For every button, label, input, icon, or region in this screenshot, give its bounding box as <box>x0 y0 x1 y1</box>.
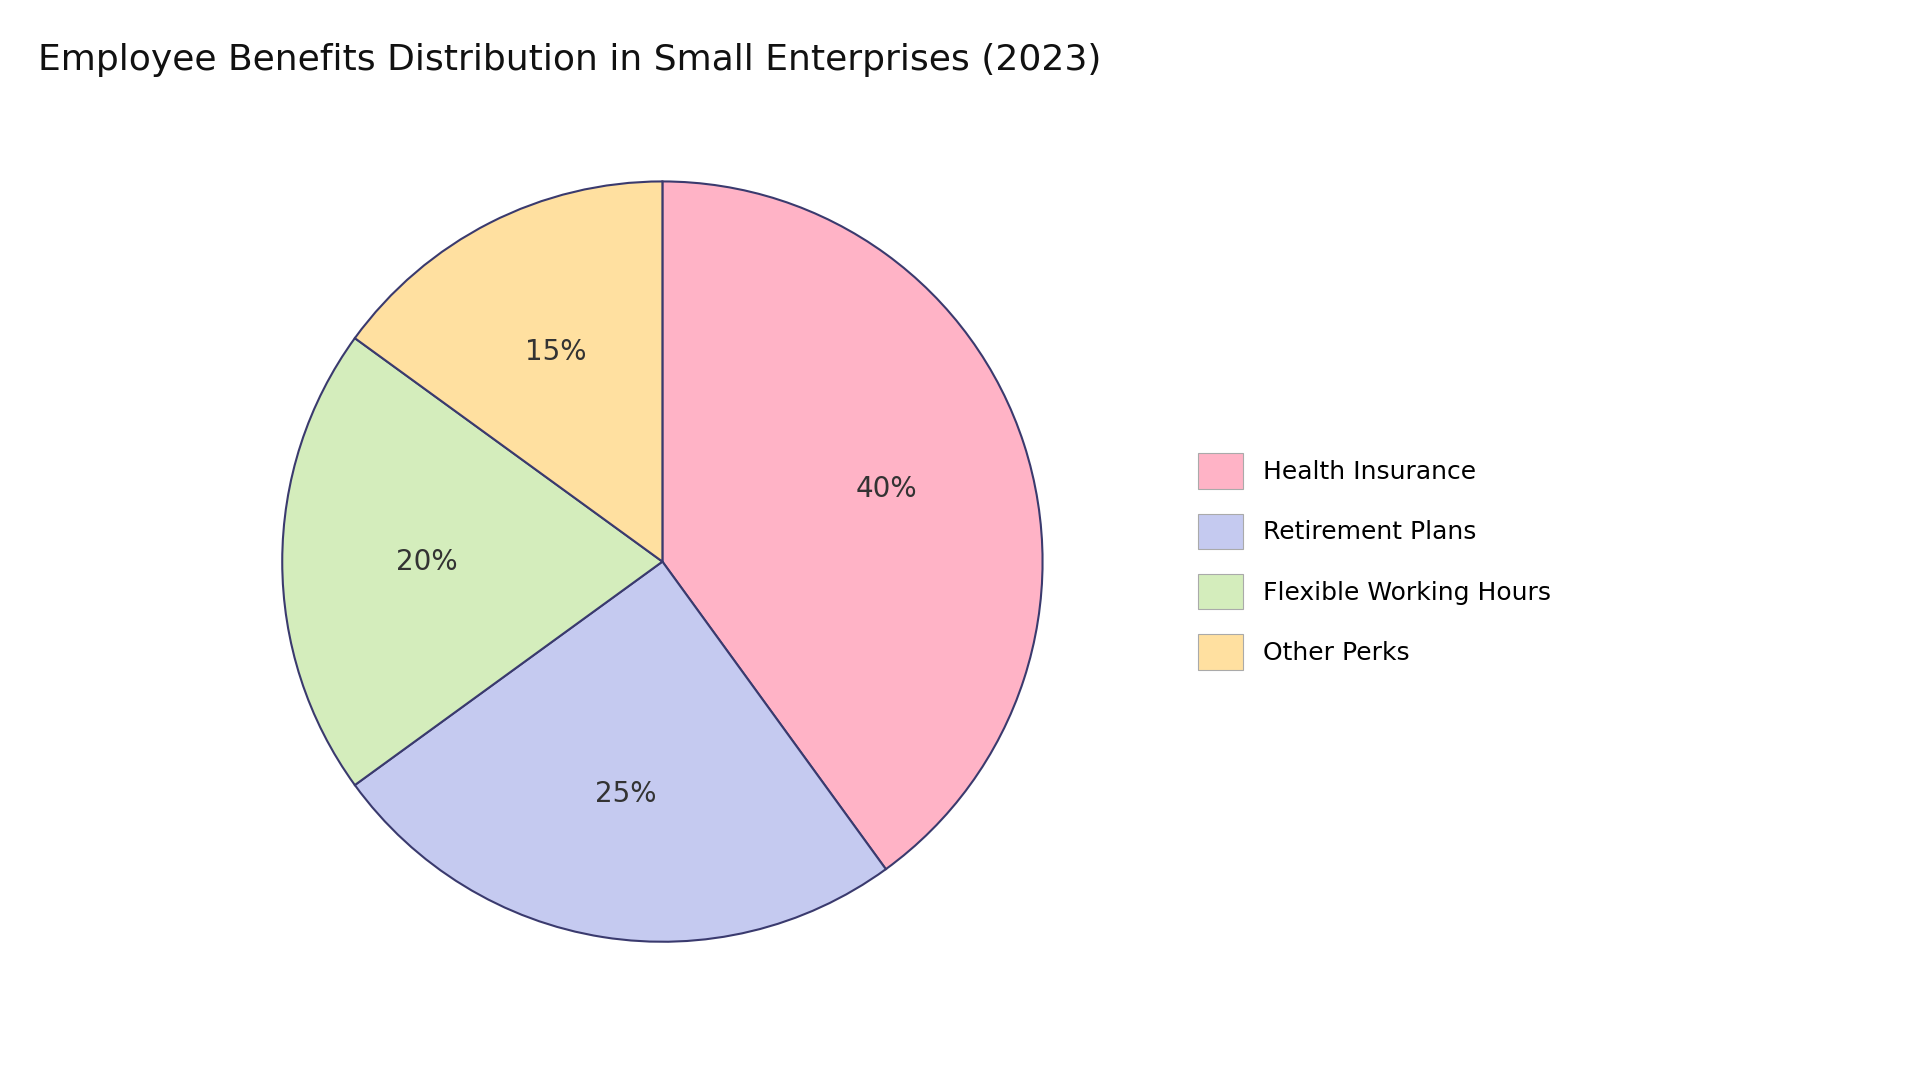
Text: 15%: 15% <box>524 338 586 366</box>
Wedge shape <box>662 181 1043 869</box>
Wedge shape <box>355 181 662 562</box>
Wedge shape <box>282 338 662 785</box>
Text: Employee Benefits Distribution in Small Enterprises (2023): Employee Benefits Distribution in Small … <box>38 43 1102 77</box>
Text: 40%: 40% <box>856 475 918 503</box>
Legend: Health Insurance, Retirement Plans, Flexible Working Hours, Other Perks: Health Insurance, Retirement Plans, Flex… <box>1198 454 1551 670</box>
Wedge shape <box>355 562 885 942</box>
Text: 25%: 25% <box>595 781 657 809</box>
Text: 20%: 20% <box>396 548 457 576</box>
